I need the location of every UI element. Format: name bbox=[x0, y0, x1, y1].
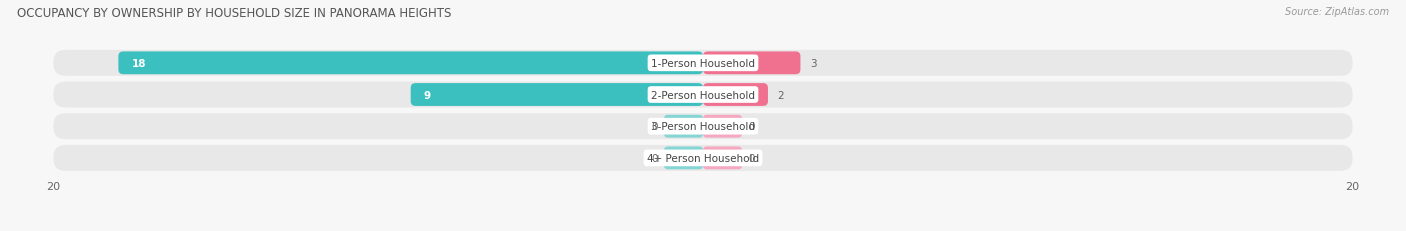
FancyBboxPatch shape bbox=[53, 82, 1353, 108]
FancyBboxPatch shape bbox=[411, 84, 703, 106]
Text: 0: 0 bbox=[651, 153, 658, 163]
FancyBboxPatch shape bbox=[703, 147, 742, 170]
FancyBboxPatch shape bbox=[53, 114, 1353, 140]
Text: 2: 2 bbox=[778, 90, 785, 100]
FancyBboxPatch shape bbox=[703, 84, 768, 106]
Text: 0: 0 bbox=[651, 122, 658, 132]
Text: OCCUPANCY BY OWNERSHIP BY HOUSEHOLD SIZE IN PANORAMA HEIGHTS: OCCUPANCY BY OWNERSHIP BY HOUSEHOLD SIZE… bbox=[17, 7, 451, 20]
Text: 3: 3 bbox=[810, 59, 817, 69]
FancyBboxPatch shape bbox=[703, 52, 800, 75]
FancyBboxPatch shape bbox=[118, 52, 703, 75]
Text: 3-Person Household: 3-Person Household bbox=[651, 122, 755, 132]
FancyBboxPatch shape bbox=[703, 115, 742, 138]
Text: 1-Person Household: 1-Person Household bbox=[651, 59, 755, 69]
Text: 18: 18 bbox=[131, 59, 146, 69]
FancyBboxPatch shape bbox=[53, 51, 1353, 76]
FancyBboxPatch shape bbox=[53, 145, 1353, 171]
Text: 4+ Person Household: 4+ Person Household bbox=[647, 153, 759, 163]
FancyBboxPatch shape bbox=[664, 147, 703, 170]
Text: 2-Person Household: 2-Person Household bbox=[651, 90, 755, 100]
Text: 9: 9 bbox=[423, 90, 430, 100]
Text: 0: 0 bbox=[748, 153, 755, 163]
Text: Source: ZipAtlas.com: Source: ZipAtlas.com bbox=[1285, 7, 1389, 17]
Text: 0: 0 bbox=[748, 122, 755, 132]
FancyBboxPatch shape bbox=[664, 115, 703, 138]
